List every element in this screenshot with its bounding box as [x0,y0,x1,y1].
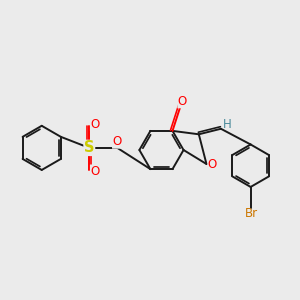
Text: O: O [208,158,217,171]
Text: O: O [178,95,187,108]
Text: O: O [90,165,99,178]
Text: O: O [112,135,122,148]
Text: O: O [90,118,99,131]
Text: S: S [84,140,94,155]
Text: Br: Br [245,207,258,220]
Text: H: H [223,118,232,131]
